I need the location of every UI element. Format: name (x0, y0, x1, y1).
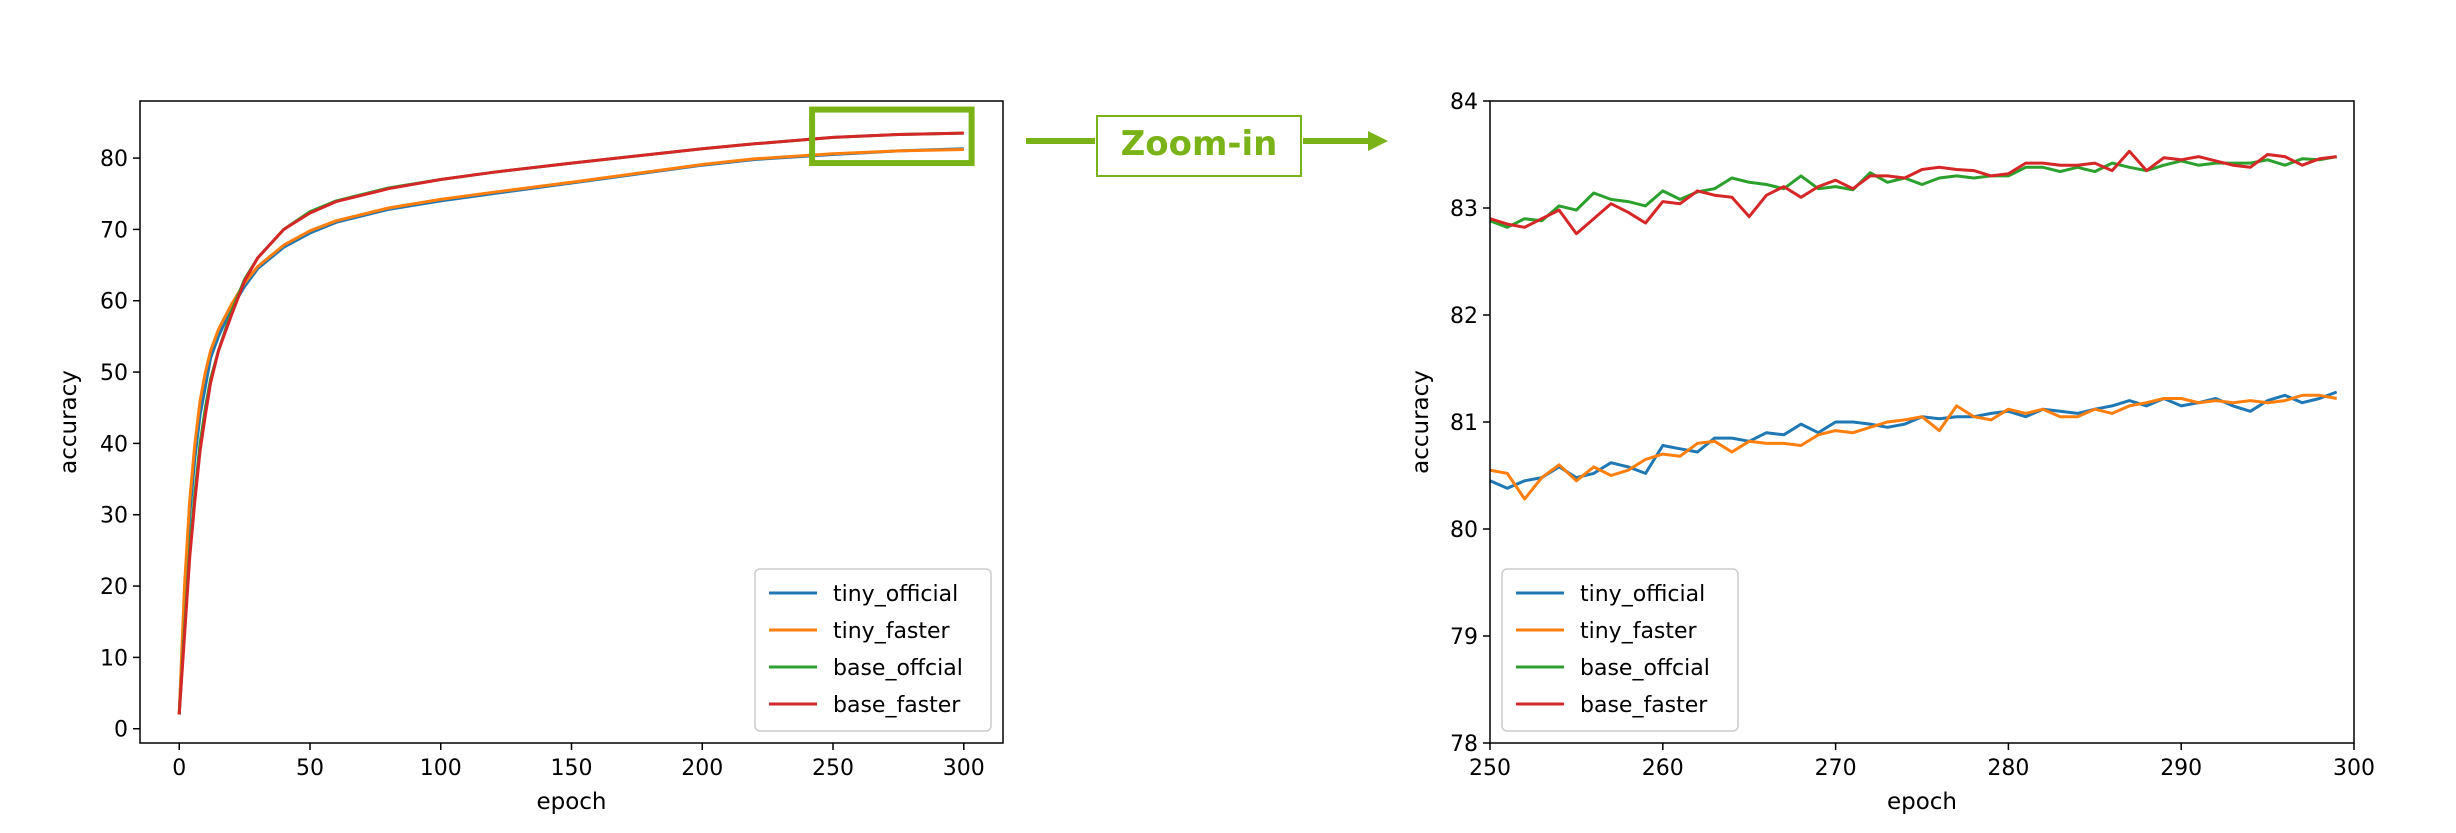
x-tick-label: 270 (1815, 756, 1857, 781)
legend-label-base_faster: base_faster (833, 693, 961, 718)
legend-label-base_faster: base_faster (1580, 693, 1708, 718)
chart-zoomed: 250 260 270 280 290 300 78 79 80 81 82 83 84 epoch acc… (1408, 90, 2375, 815)
y-tick-label: 80 (100, 147, 128, 172)
series-group (1490, 149, 2338, 501)
y-tick-label: 30 (100, 504, 128, 529)
legend: tiny_official tiny_faster base_offcialbase… (754, 568, 992, 732)
legend-label-base_offcial: base_offcial (1580, 656, 1710, 681)
zoom-label: Zoom-in (1121, 124, 1278, 164)
legend: tiny_official tiny_faster base_offcialbase… (1501, 568, 1739, 732)
x-axis-label: epoch (1887, 789, 1957, 815)
legend-box (1501, 568, 1739, 732)
y-tick-label: 50 (100, 361, 128, 386)
y-tick-label: 84 (1450, 90, 1478, 115)
x-tick-label: 250 (1469, 756, 1511, 781)
series-line-base_faster (1490, 149, 2337, 236)
x-tick-label: 280 (1987, 756, 2029, 781)
zoom-annotation: Zoom-in (1026, 115, 1388, 177)
chart-full-training: 0 50 100 150 200 250 300 0 10 20 30 40 50 60 70 80 epoch… (56, 100, 1004, 815)
y-tick-label: 83 (1450, 197, 1478, 222)
series-line-base_offcial (1490, 155, 2337, 229)
legend-box (754, 568, 992, 732)
x-tick-label: 100 (420, 756, 462, 781)
series-line-base_faster (177, 131, 964, 715)
zoom-region-box (809, 106, 975, 167)
y-tick-label: 79 (1450, 625, 1478, 650)
series-group (177, 131, 964, 715)
series-line-tiny_faster (177, 148, 964, 715)
x-tick-label: 300 (2333, 756, 2375, 781)
legend-label-base_offcial: base_offcial (833, 656, 963, 681)
y-tick-label: 40 (100, 432, 128, 457)
y-axis-label: accuracy (1408, 370, 1434, 474)
x-tick-label: 0 (172, 756, 186, 781)
x-tick-label: 250 (812, 756, 854, 781)
x-tick-label: 50 (296, 756, 324, 781)
y-tick-label: 10 (100, 646, 128, 671)
legend-label-tiny_official: tiny_official (833, 582, 958, 607)
zoom-label-box (1096, 115, 1302, 177)
y-tick-label: 82 (1450, 304, 1478, 329)
legend-label-tiny_faster: tiny_faster (833, 619, 951, 644)
y-tick-label: 81 (1450, 411, 1478, 436)
zoom-arrowhead-icon (1368, 131, 1388, 151)
y-tick-label: 0 (114, 718, 128, 743)
legend-label-tiny_official: tiny_official (1580, 582, 1705, 607)
y-tick-label: 70 (100, 218, 128, 243)
series-line-tiny_faster (1490, 393, 2337, 501)
legend-label-tiny_faster: tiny_faster (1580, 619, 1698, 644)
y-tick-label: 80 (1450, 518, 1478, 543)
x-tick-label: 290 (2160, 756, 2202, 781)
y-tick-label: 60 (100, 290, 128, 315)
y-axis-label: accuracy (56, 370, 82, 474)
y-tick-label: 78 (1450, 732, 1478, 757)
x-axis-label: epoch (536, 789, 606, 815)
x-tick-label: 200 (681, 756, 723, 781)
y-tick-label: 20 (100, 575, 128, 600)
x-tick-label: 150 (551, 756, 593, 781)
x-tick-label: 260 (1642, 756, 1684, 781)
x-tick-label: 300 (943, 756, 985, 781)
